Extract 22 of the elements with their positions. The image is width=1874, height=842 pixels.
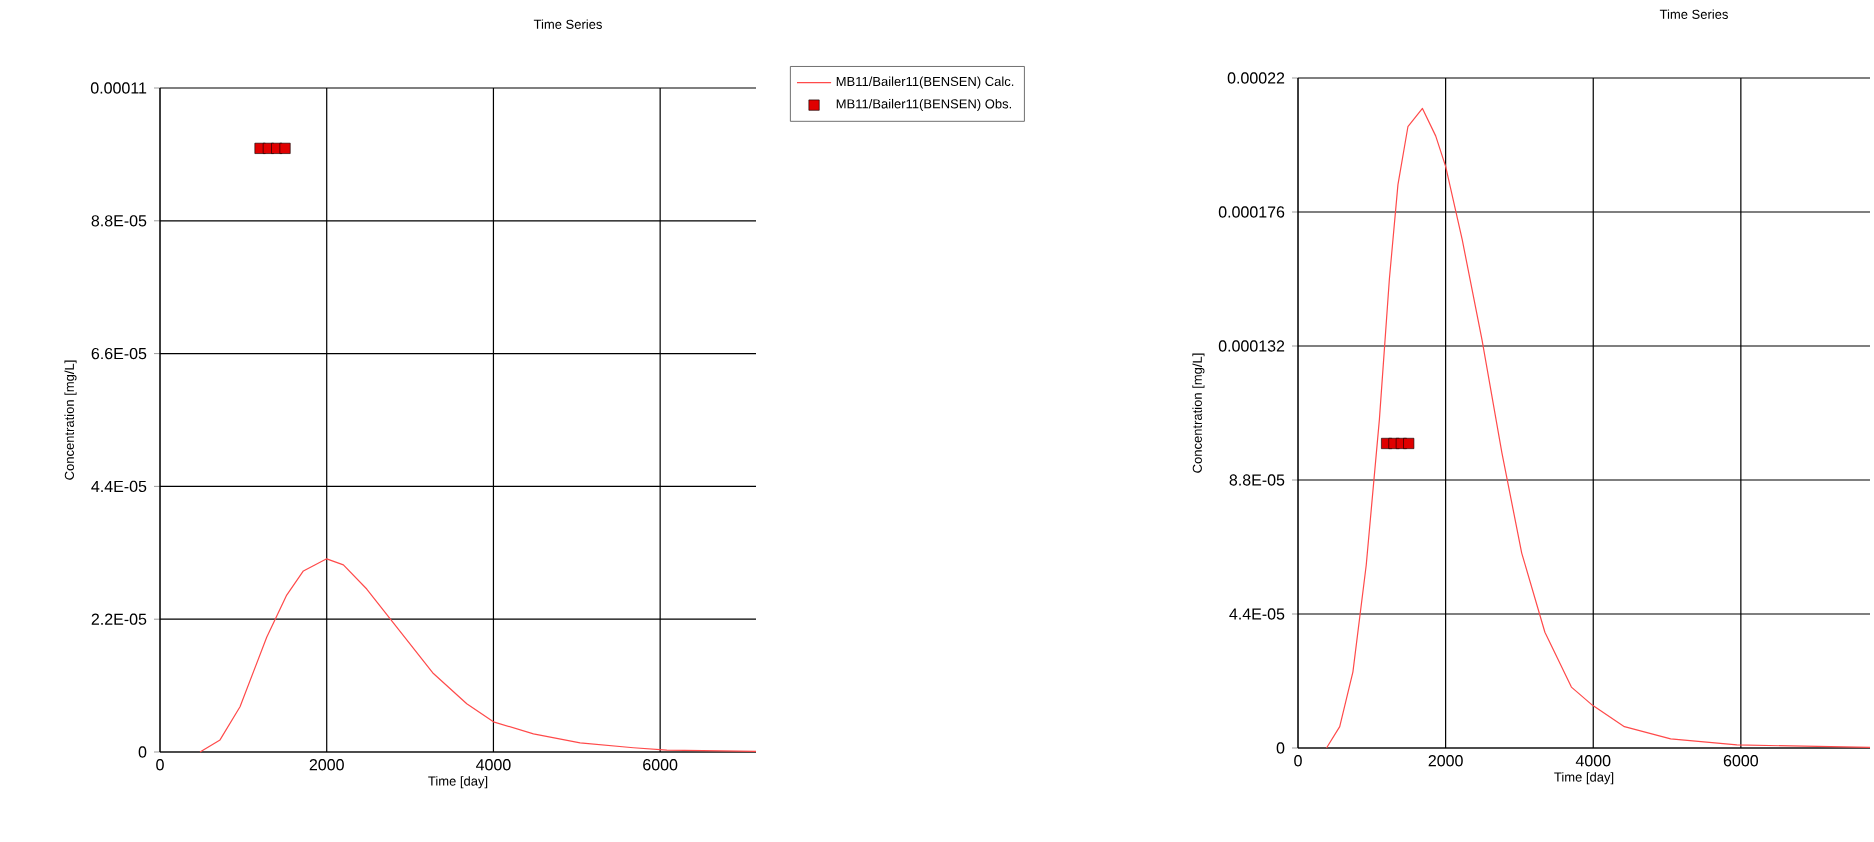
y-tick-label: 0.00022	[1227, 72, 1285, 84]
x-tick-label: 0	[1294, 755, 1302, 767]
x-tick-label: 6000	[643, 759, 678, 771]
x-tick-label: 2000	[1428, 755, 1463, 767]
y-tick-label: 8.8E-05	[91, 215, 147, 227]
x-tick-label: 2000	[309, 759, 344, 771]
y-tick-label: 0.000132	[1218, 340, 1285, 352]
y-tick-label: 8.8E-05	[1229, 474, 1285, 486]
line-series	[1325, 107, 1871, 749]
y-tick-label: 0	[138, 746, 147, 758]
x-tick-label: 6000	[1723, 755, 1759, 767]
y-tick-label: 6.6E-05	[91, 347, 147, 360]
y-tick-label: 0	[1276, 742, 1285, 754]
y-tick-label: 0.00011	[90, 82, 147, 94]
x-tick-label: 4000	[1575, 755, 1611, 767]
line-series	[199, 558, 757, 753]
x-tick-label: 0	[156, 759, 164, 771]
y-tick-label: 2.2E-05	[91, 613, 147, 625]
y-tick-label: 4.4E-05	[91, 480, 147, 493]
y-tick-label: 4.4E-05	[1229, 608, 1285, 620]
x-tick-label: 4000	[476, 759, 511, 771]
y-tick-label: 0.000176	[1218, 206, 1285, 218]
